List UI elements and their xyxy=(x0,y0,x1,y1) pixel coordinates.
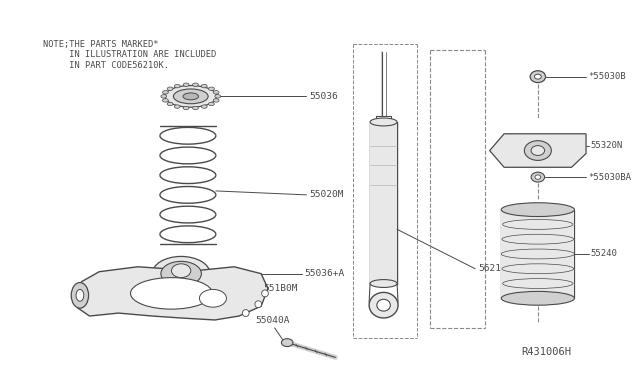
Text: 56210K: 56210K xyxy=(478,264,513,273)
Text: 55036: 55036 xyxy=(309,92,338,101)
Ellipse shape xyxy=(524,141,551,160)
Ellipse shape xyxy=(501,203,575,217)
Ellipse shape xyxy=(209,87,214,90)
Ellipse shape xyxy=(370,118,397,126)
Ellipse shape xyxy=(76,289,84,301)
Text: 551B0M: 551B0M xyxy=(263,284,298,293)
Ellipse shape xyxy=(174,105,180,108)
Ellipse shape xyxy=(183,93,198,100)
Ellipse shape xyxy=(152,256,210,291)
Ellipse shape xyxy=(213,99,219,102)
Ellipse shape xyxy=(193,106,198,110)
Ellipse shape xyxy=(183,83,189,86)
Ellipse shape xyxy=(501,291,575,305)
Ellipse shape xyxy=(173,89,208,104)
Text: 55320N: 55320N xyxy=(591,141,623,150)
Text: *55030BA: *55030BA xyxy=(588,173,631,182)
Polygon shape xyxy=(75,267,268,320)
Ellipse shape xyxy=(255,301,262,308)
Ellipse shape xyxy=(167,87,173,90)
Ellipse shape xyxy=(161,262,202,286)
Text: 55020M: 55020M xyxy=(309,190,344,199)
Text: R431006H: R431006H xyxy=(522,347,572,357)
Ellipse shape xyxy=(174,84,180,88)
Ellipse shape xyxy=(531,145,545,155)
Ellipse shape xyxy=(377,299,390,311)
Ellipse shape xyxy=(369,292,398,318)
Ellipse shape xyxy=(167,102,173,106)
Ellipse shape xyxy=(370,280,397,288)
Text: NOTE;THE PARTS MARKED*: NOTE;THE PARTS MARKED* xyxy=(44,40,159,49)
Ellipse shape xyxy=(535,175,541,179)
Bar xyxy=(370,122,397,283)
Ellipse shape xyxy=(282,339,293,347)
Ellipse shape xyxy=(163,99,168,102)
Ellipse shape xyxy=(202,84,207,88)
Ellipse shape xyxy=(531,172,545,182)
Ellipse shape xyxy=(172,264,191,278)
Ellipse shape xyxy=(213,91,219,94)
Ellipse shape xyxy=(215,94,221,98)
Ellipse shape xyxy=(131,278,212,309)
Ellipse shape xyxy=(200,289,227,307)
Ellipse shape xyxy=(202,105,207,108)
Text: IN ILLUSTRATION ARE INCLUDED: IN ILLUSTRATION ARE INCLUDED xyxy=(44,51,216,60)
Ellipse shape xyxy=(71,283,88,308)
Ellipse shape xyxy=(163,91,168,94)
Ellipse shape xyxy=(534,74,541,79)
Ellipse shape xyxy=(183,106,189,110)
Text: *55030B: *55030B xyxy=(588,72,626,81)
Text: IN PART CODE56210K.: IN PART CODE56210K. xyxy=(44,61,169,70)
Ellipse shape xyxy=(243,310,249,317)
Polygon shape xyxy=(490,134,586,167)
Text: 55036+A: 55036+A xyxy=(305,269,345,278)
Text: 55040A: 55040A xyxy=(255,317,290,326)
Ellipse shape xyxy=(530,71,545,83)
Text: 55240: 55240 xyxy=(591,250,618,259)
Bar xyxy=(501,210,575,298)
Ellipse shape xyxy=(193,83,198,86)
Ellipse shape xyxy=(209,102,214,106)
Ellipse shape xyxy=(262,290,268,297)
Ellipse shape xyxy=(161,94,166,98)
Ellipse shape xyxy=(164,86,217,107)
